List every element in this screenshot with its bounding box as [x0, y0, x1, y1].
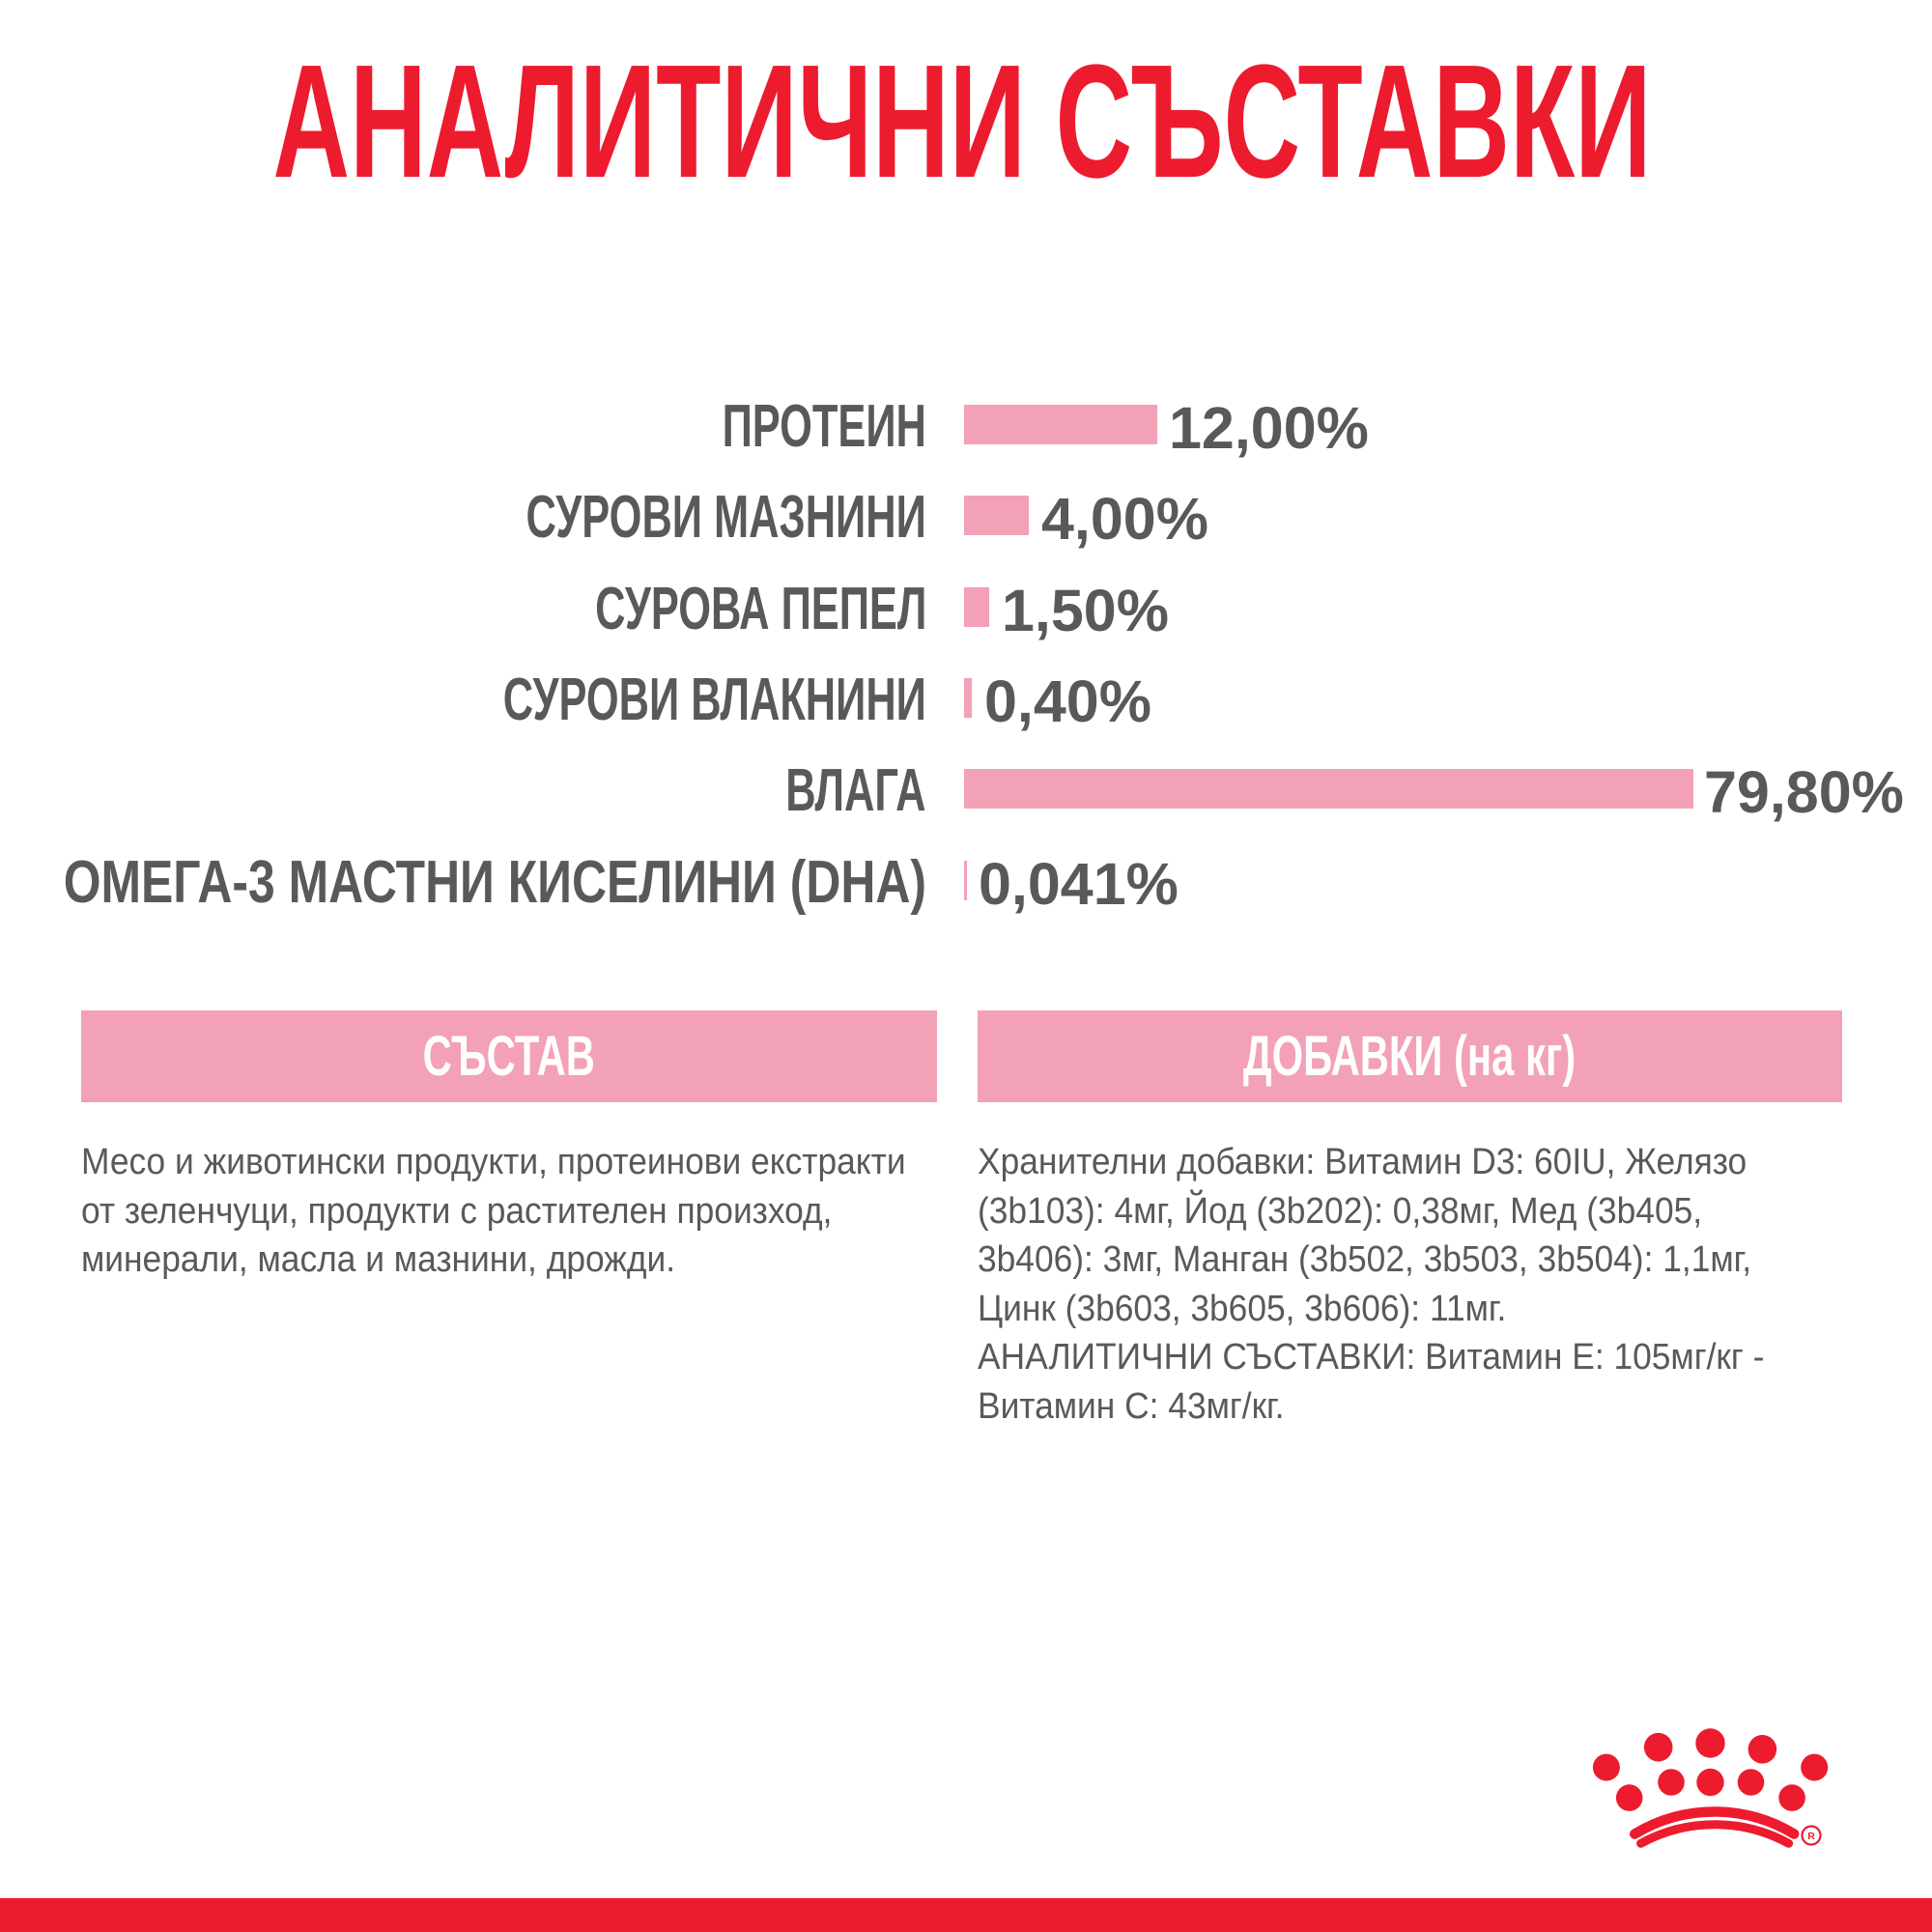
svg-text:R: R	[1807, 1831, 1815, 1842]
